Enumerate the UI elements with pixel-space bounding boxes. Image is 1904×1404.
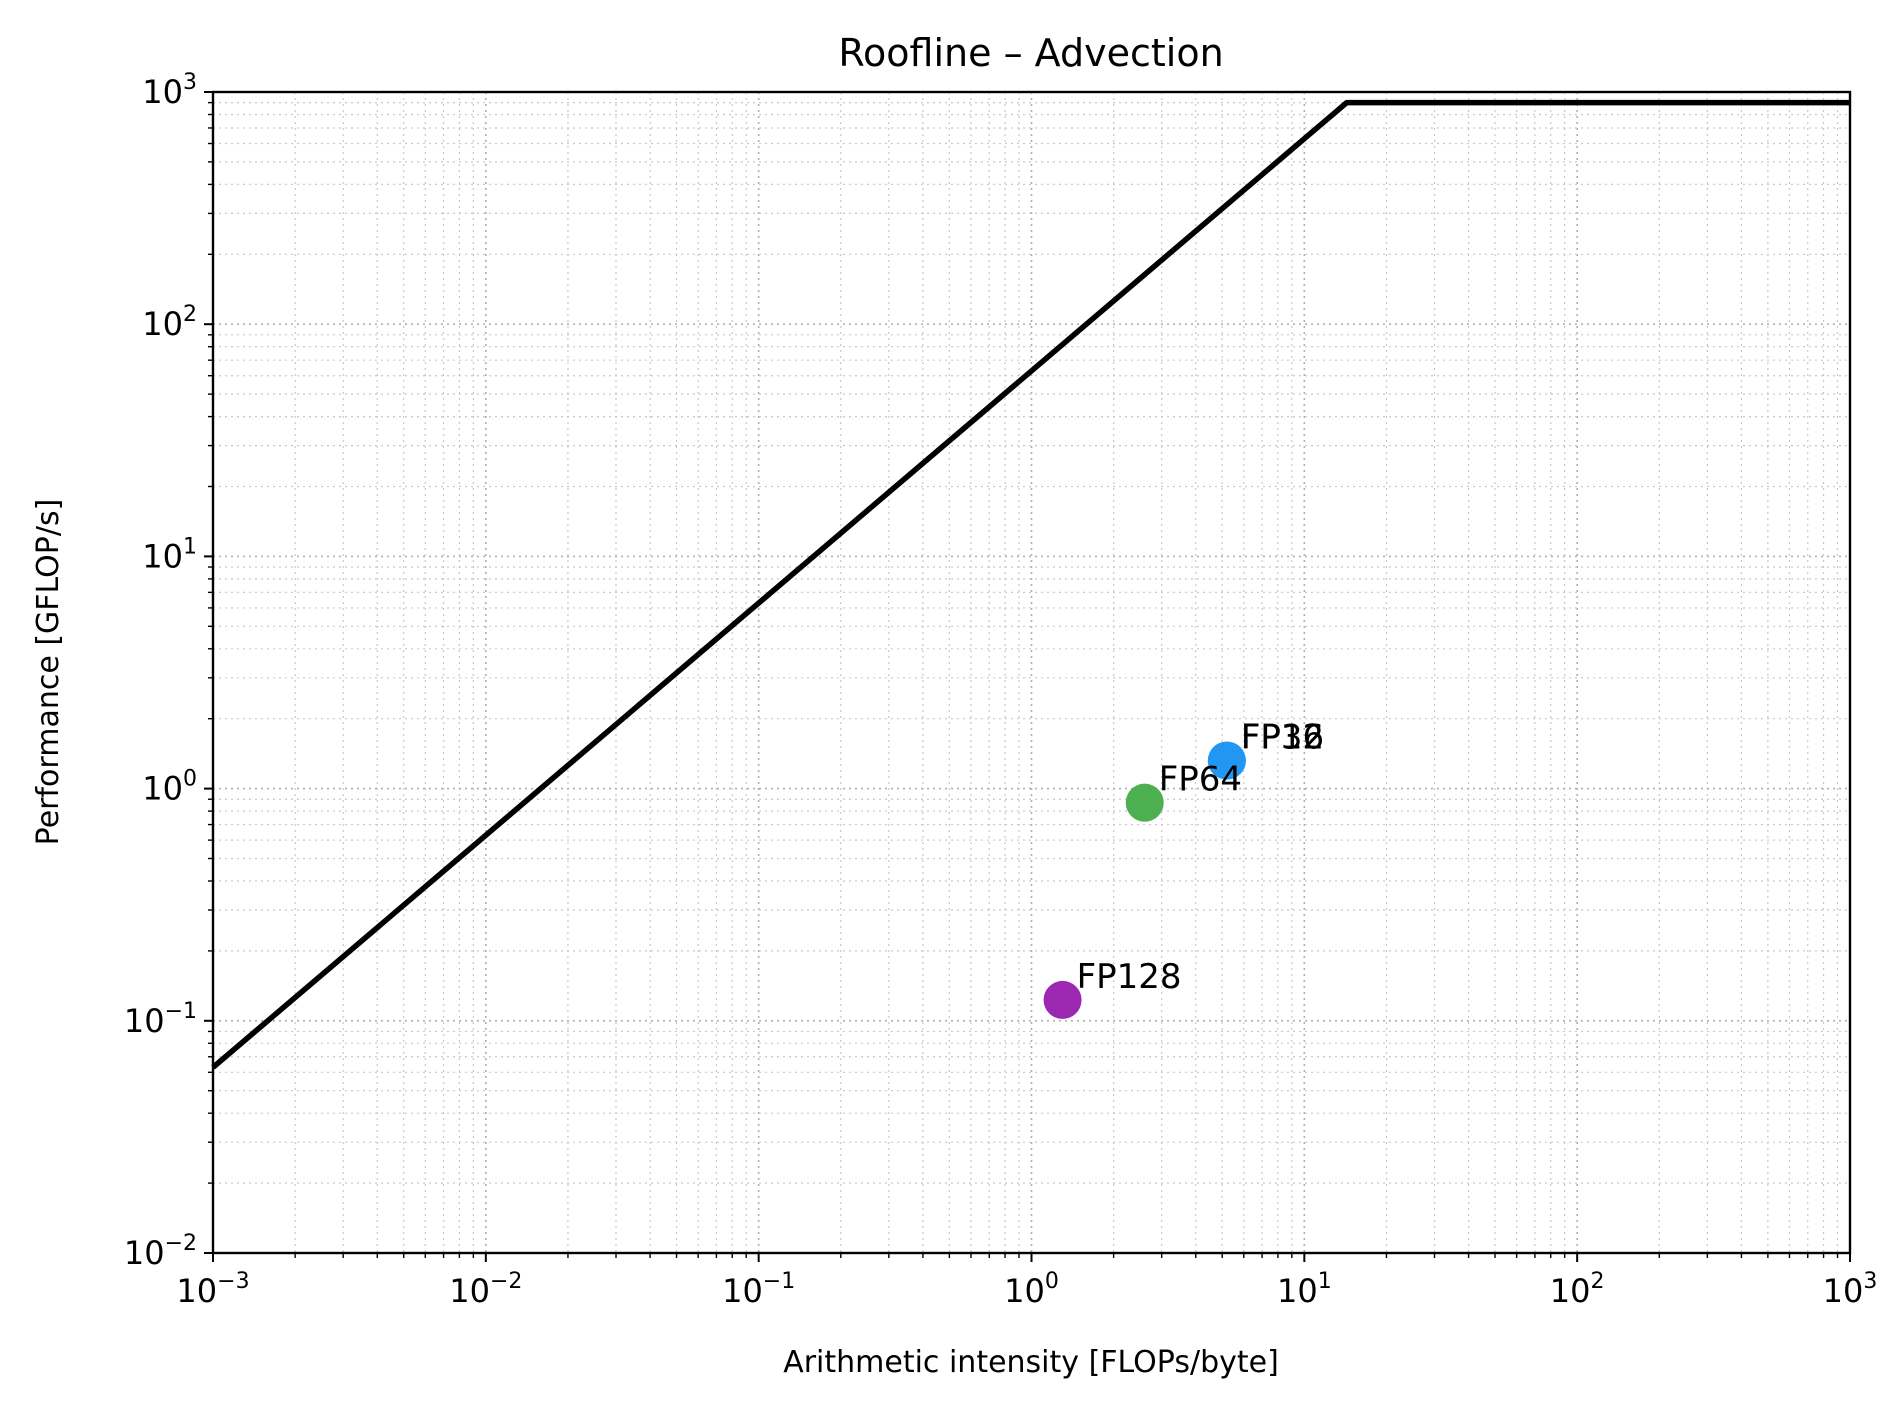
point-label-fp32: FP32	[1241, 718, 1324, 758]
y-tick-label: 101	[142, 534, 197, 575]
x-tick-label: 101	[1277, 1269, 1332, 1310]
grid-lines	[213, 92, 1850, 1253]
x-tick-label: 103	[1823, 1269, 1878, 1310]
data-point-fp32	[1207, 741, 1246, 780]
y-tick-label: 103	[142, 70, 197, 111]
y-tick-label: 100	[142, 767, 197, 808]
y-tick-label: 102	[142, 302, 197, 343]
x-tick-label: 102	[1550, 1269, 1605, 1310]
point-label-fp128: FP128	[1077, 957, 1182, 997]
x-tick-label: 100	[1004, 1269, 1059, 1310]
roofline-curve	[211, 99, 1850, 1070]
y-tick-label: 10−1	[124, 999, 197, 1040]
point-label-fp16: FP16	[1241, 718, 1324, 758]
x-tick-label: 10−1	[722, 1269, 795, 1310]
y-tick-label: 10−2	[124, 1231, 197, 1272]
x-axis-label: Arithmetic intensity [FLOPs/byte]	[783, 1345, 1279, 1380]
axis-ticks: 10−3 10−2 10−1 100 101 102 10310−210−110010110…	[124, 70, 1878, 1310]
data-point-fp64	[1125, 783, 1164, 822]
x-tick-label: 10−2	[449, 1269, 522, 1310]
roofline	[211, 99, 1850, 1070]
data-point-fp128	[1043, 980, 1082, 1019]
x-tick-label: 10−3	[176, 1269, 249, 1310]
chart-title: Roofline – Advection	[838, 31, 1223, 75]
y-axis-label: Performance [GFLOP/s]	[31, 499, 66, 846]
point-label-fp64: FP64	[1159, 760, 1242, 800]
